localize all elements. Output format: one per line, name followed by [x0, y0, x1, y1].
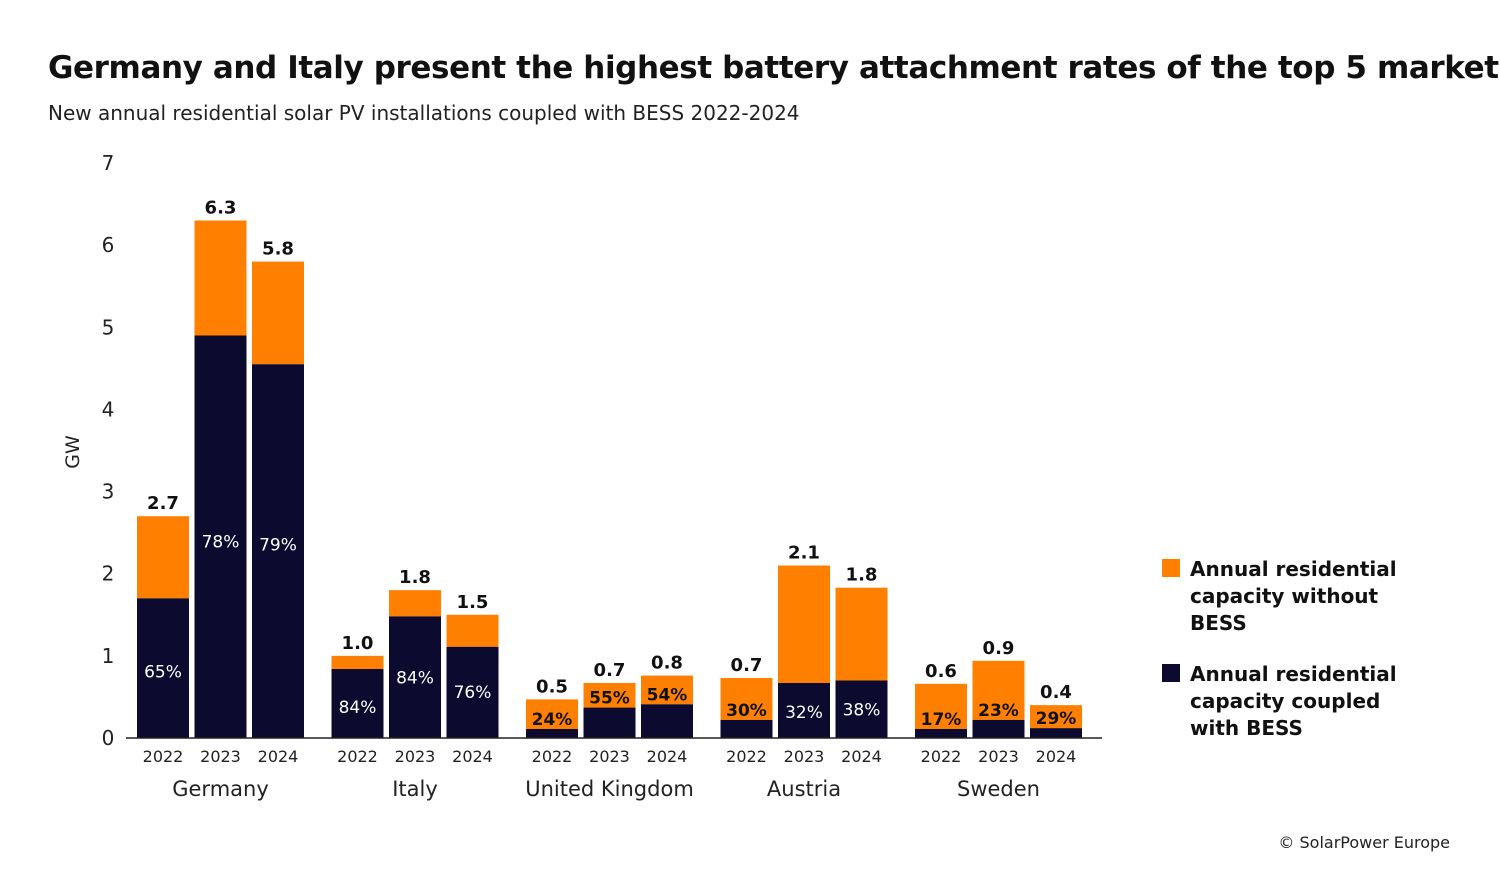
- bar-segment-with-bess: [446, 646, 499, 738]
- x-tick-label-year: 2024: [841, 747, 882, 766]
- bar-total-label: 6.3: [205, 198, 237, 219]
- bar-segment-with-bess: [915, 728, 967, 738]
- bar-percent-label: 84%: [339, 698, 377, 718]
- bar-percent-label: 32%: [785, 703, 823, 723]
- bar-segment-with-bess: [389, 616, 441, 738]
- bar-segment-without-bess: [641, 675, 693, 705]
- bar-total-label: 0.7: [594, 660, 626, 681]
- bar-total-label: 0.6: [925, 661, 957, 682]
- bar-segment-with-bess: [778, 682, 830, 738]
- x-tick-label-year: 2023: [784, 747, 825, 766]
- bar-segment-without-bess: [252, 261, 304, 365]
- bar-percent-label: 38%: [843, 701, 881, 721]
- bar-total-label: 1.0: [342, 633, 374, 654]
- y-tick-label: 6: [102, 233, 115, 257]
- bar-segment-without-bess: [972, 660, 1025, 720]
- bar-segment-without-bess: [915, 683, 967, 729]
- bar-percent-label: 23%: [978, 701, 1019, 721]
- x-tick-label-year: 2022: [532, 747, 573, 766]
- bar-percent-label: 24%: [532, 710, 573, 730]
- bar-total-label: 0.7: [731, 655, 763, 676]
- x-group-label: Austria: [767, 777, 841, 801]
- bar-total-label: 0.9: [983, 638, 1015, 659]
- y-tick-label: 2: [102, 562, 115, 586]
- y-tick-label: 5: [102, 315, 115, 339]
- x-tick-label-year: 2023: [978, 747, 1019, 766]
- bar-segment-with-bess: [194, 335, 247, 738]
- bar-segment-without-bess: [331, 655, 384, 669]
- bar-percent-label: 29%: [1036, 709, 1077, 729]
- bar-segment-with-bess: [835, 680, 888, 738]
- x-group-label: Sweden: [957, 777, 1040, 801]
- bar-percent-label: 76%: [454, 683, 492, 703]
- bar-segment-with-bess: [252, 364, 304, 738]
- legend-label-with-bess: Annual residential capacity coupled with…: [1190, 662, 1397, 740]
- bar-segment-with-bess: [641, 704, 693, 738]
- x-tick-label-year: 2022: [921, 747, 962, 766]
- bar-total-label: 5.8: [262, 239, 294, 260]
- bar-segment-with-bess: [137, 598, 189, 738]
- bar-percent-label: 79%: [259, 535, 297, 555]
- x-group-label: Germany: [172, 777, 269, 801]
- chart-subtitle: New annual residential solar PV installa…: [48, 101, 800, 125]
- bar-segment-without-bess: [446, 614, 499, 647]
- x-tick-label-year: 2022: [726, 747, 767, 766]
- bar-total-label: 2.1: [788, 543, 820, 564]
- bar-segment-without-bess: [137, 516, 189, 599]
- bar-percent-label: 17%: [921, 710, 962, 730]
- bar-segment-without-bess: [194, 220, 247, 336]
- x-tick-label-year: 2023: [395, 747, 436, 766]
- bar-segment-with-bess: [526, 728, 578, 738]
- bar-total-label: 2.7: [147, 493, 179, 514]
- bar-percent-label: 65%: [144, 662, 182, 682]
- bar-segment-with-bess: [583, 707, 636, 738]
- bar-segment-with-bess: [720, 719, 773, 738]
- x-group-label: United Kingdom: [525, 777, 694, 801]
- bar-segment-without-bess: [835, 587, 888, 681]
- y-tick-label: 0: [102, 726, 115, 750]
- bar-total-label: 1.8: [399, 567, 431, 588]
- bar-segment-without-bess: [1030, 705, 1082, 729]
- x-group-label: Italy: [392, 777, 438, 801]
- bar-segment-without-bess: [778, 565, 830, 683]
- bar-segment-without-bess: [583, 682, 636, 708]
- x-tick-label-year: 2024: [647, 747, 688, 766]
- bar-segment-with-bess: [1030, 728, 1082, 738]
- x-tick-label-year: 2024: [258, 747, 299, 766]
- x-tick-label-year: 2024: [1036, 747, 1077, 766]
- bar-segment-without-bess: [720, 678, 773, 720]
- copyright-notice: © SolarPower Europe: [1278, 833, 1450, 852]
- bar-total-label: 0.8: [651, 653, 683, 674]
- y-tick-label: 1: [102, 644, 115, 668]
- bar-segment-with-bess: [331, 669, 384, 738]
- x-tick-label-year: 2024: [452, 747, 493, 766]
- y-tick-label: 4: [102, 397, 115, 421]
- bar-total-label: 1.8: [846, 565, 878, 586]
- bar-total-label: 0.4: [1040, 682, 1072, 703]
- x-tick-label-year: 2022: [337, 747, 378, 766]
- chart-title: Germany and Italy present the highest ba…: [48, 50, 1500, 86]
- bar-total-label: 0.5: [536, 676, 568, 697]
- bar-percent-label: 78%: [202, 533, 240, 553]
- y-tick-label: 3: [102, 480, 115, 504]
- bar-percent-label: 55%: [589, 689, 630, 709]
- legend-swatch-with-bess: [1162, 664, 1180, 682]
- legend-label-without-bess: Annual residential capacity without BESS: [1190, 557, 1397, 635]
- bar-total-label: 1.5: [457, 592, 489, 613]
- bar-percent-label: 54%: [647, 685, 688, 705]
- bar-segment-without-bess: [526, 699, 578, 729]
- bar-percent-label: 84%: [396, 668, 434, 688]
- bar-percent-label: 30%: [726, 701, 767, 721]
- y-tick-label: 7: [102, 151, 115, 175]
- x-tick-label-year: 2023: [200, 747, 241, 766]
- x-tick-label-year: 2022: [143, 747, 184, 766]
- bar-segment-with-bess: [972, 719, 1025, 738]
- bar-segment-without-bess: [389, 590, 441, 617]
- legend-swatch-without-bess: [1162, 559, 1180, 577]
- x-tick-label-year: 2023: [589, 747, 630, 766]
- y-axis-label: GW: [62, 435, 84, 469]
